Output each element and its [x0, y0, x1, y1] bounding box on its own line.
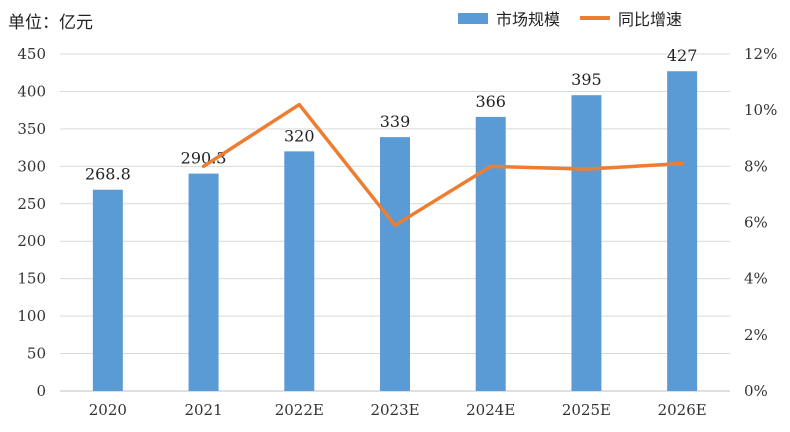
legend-line-swatch — [580, 16, 611, 20]
x-tick-label: 2026E — [658, 401, 707, 419]
bar — [475, 116, 506, 391]
x-tick-label: 2025E — [562, 401, 611, 419]
y-right-tick-label: 0% — [744, 382, 768, 400]
x-tick-label: 2023E — [370, 401, 419, 419]
bar — [571, 95, 602, 391]
bar — [92, 189, 123, 391]
bar-data-label: 427 — [667, 46, 698, 65]
y-right-tick-label: 2% — [744, 326, 768, 344]
y-right-tick-label: 10% — [744, 101, 777, 119]
legend-line-label: 同比增速 — [618, 10, 683, 29]
y-left-tick-label: 300 — [17, 157, 46, 175]
y-left-tick-label: 250 — [17, 195, 46, 213]
bar — [284, 151, 315, 391]
y-right-tick-label: 4% — [744, 270, 768, 288]
y-right-tick-label: 12% — [744, 45, 777, 63]
y-right-tick-label: 6% — [744, 214, 768, 232]
x-tick-label: 2021 — [184, 401, 222, 419]
unit-label: 单位：亿元 — [8, 13, 93, 33]
x-tick-label: 2022E — [275, 401, 324, 419]
y-left-tick-label: 100 — [17, 307, 46, 325]
bar-data-label: 366 — [475, 92, 506, 111]
legend: 市场规模 同比增速 — [458, 6, 702, 30]
y-left-tick-label: 50 — [27, 345, 46, 363]
y-left-tick-label: 400 — [17, 82, 46, 100]
bar — [380, 137, 410, 391]
y-left-tick-label: 450 — [17, 45, 46, 63]
legend-item-line: 同比增速 — [580, 6, 682, 30]
y-right-tick-label: 8% — [744, 157, 768, 175]
bar — [188, 173, 219, 391]
bar-data-label: 320 — [284, 126, 315, 145]
bar-data-label: 395 — [571, 70, 602, 89]
growth-line — [201, 102, 684, 228]
x-tick-label: 2020 — [89, 401, 127, 419]
legend-bar-label: 市场规模 — [496, 10, 561, 29]
y-left-tick-label: 0 — [36, 382, 46, 400]
legend-bar-swatch — [458, 12, 488, 24]
bar-data-label: 290.3 — [181, 149, 227, 168]
y-left-tick-label: 200 — [17, 232, 46, 250]
bar-data-label: 268.8 — [85, 165, 131, 184]
x-tick-label: 2024E — [466, 401, 515, 419]
y-left-tick-label: 350 — [17, 120, 46, 138]
bar-data-label: 339 — [380, 112, 411, 131]
legend-item-bar: 市场规模 — [458, 6, 560, 30]
bar — [667, 71, 698, 392]
y-left-tick-label: 150 — [17, 270, 46, 288]
